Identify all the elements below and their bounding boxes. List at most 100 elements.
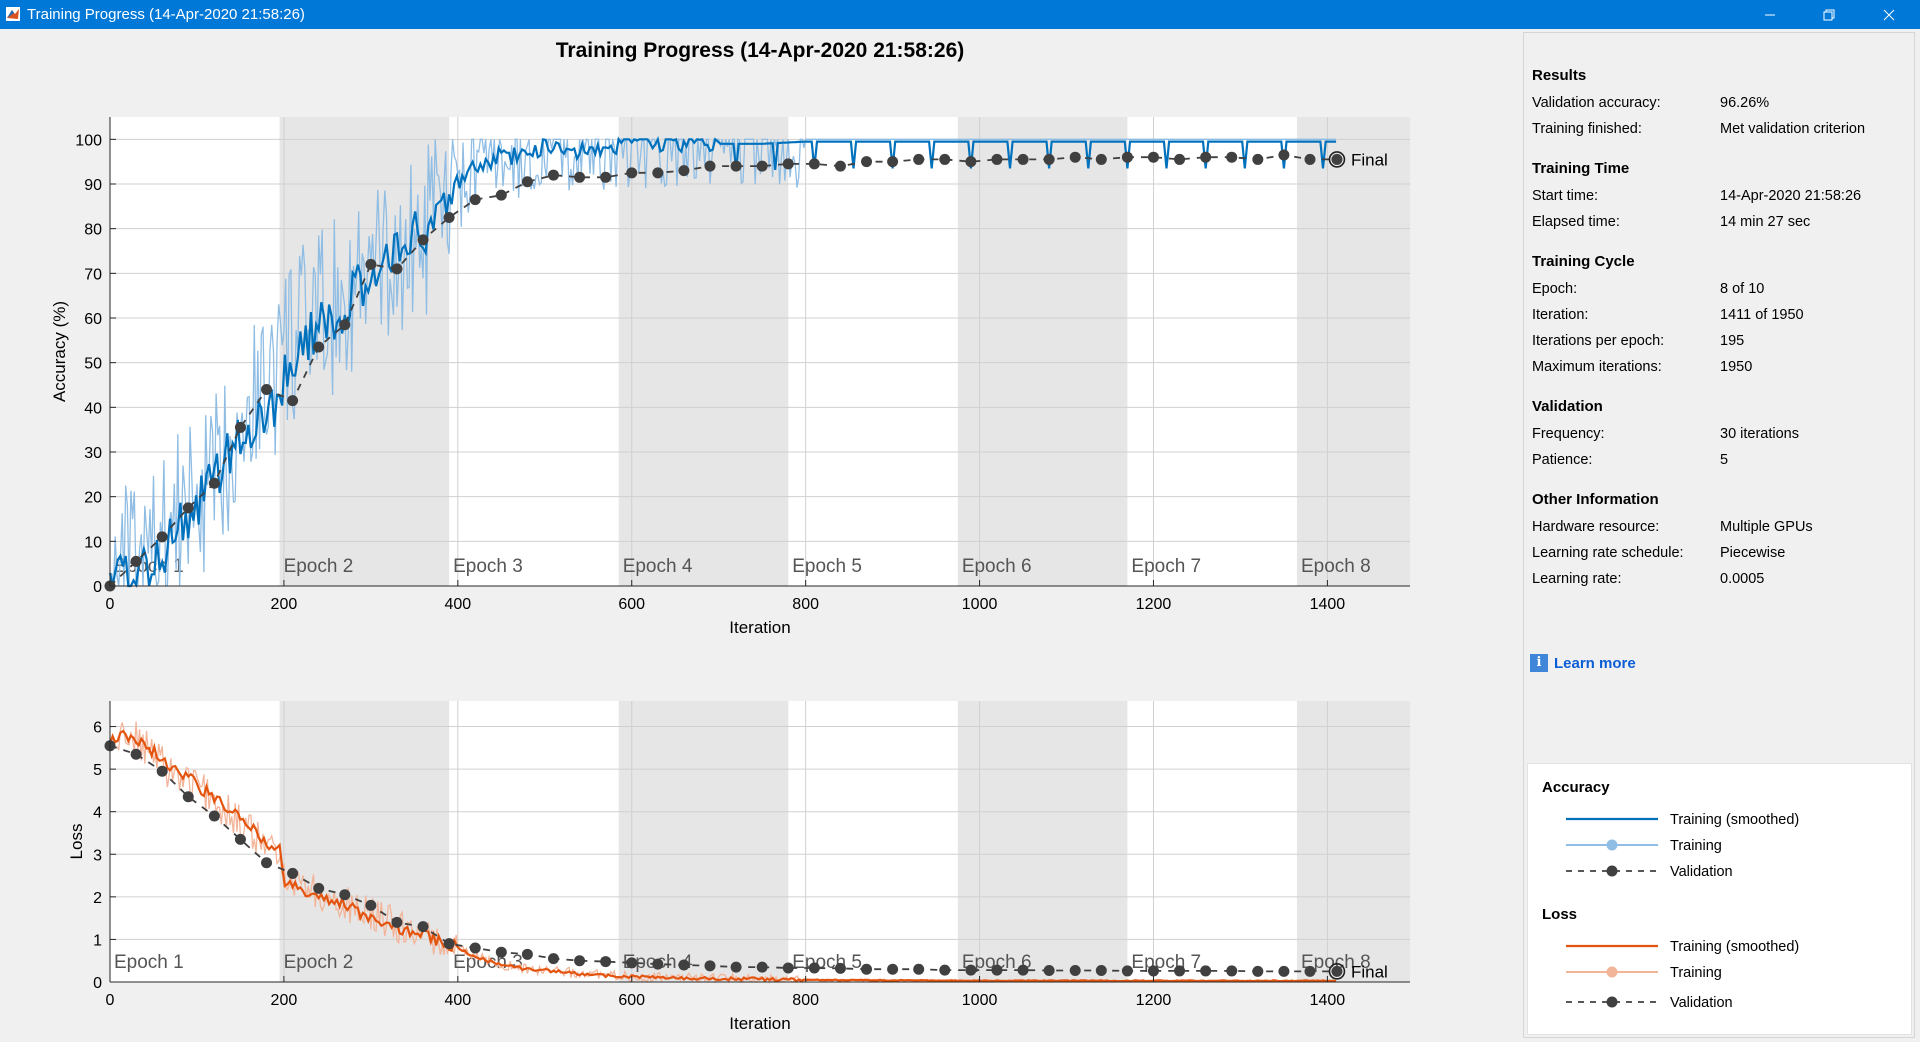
legend-item-label: Validation	[1670, 995, 1733, 1011]
validation-point	[443, 938, 455, 950]
validation-point	[965, 964, 977, 976]
close-icon	[1883, 9, 1895, 20]
info-label: Maximum iterations:	[1532, 359, 1662, 375]
legend-marker	[1606, 996, 1618, 1008]
validation-point	[913, 153, 925, 165]
info-value: 0.0005	[1720, 571, 1765, 587]
legend-item-label: Training	[1670, 838, 1722, 854]
final-marker	[1328, 963, 1346, 980]
info-row: Elapsed time: 14 min 27 sec	[1532, 209, 1912, 235]
legend-svg: Accuracy Training (smoothed) Training Valid…	[1542, 779, 1799, 1011]
info-label: Start time:	[1532, 188, 1599, 204]
info-label: Iterations per epoch:	[1532, 333, 1665, 349]
epoch-band	[1296, 117, 1410, 586]
validation-point	[234, 421, 246, 433]
validation-point	[261, 857, 273, 869]
validation-point	[1174, 153, 1186, 165]
section-title: Other Information	[1532, 491, 1659, 508]
y-tick-label: 6	[93, 720, 102, 737]
validation-point	[1043, 965, 1055, 977]
y-tick-label: 3	[93, 847, 102, 864]
validation-point	[626, 957, 638, 969]
x-tick-label: 600	[618, 596, 645, 613]
info-value: 96.26%	[1720, 95, 1770, 111]
validation-point	[208, 810, 220, 822]
epoch-band	[618, 117, 789, 586]
info-label: Learning rate schedule:	[1532, 545, 1684, 561]
validation-point	[521, 948, 533, 960]
validation-point	[1304, 965, 1316, 977]
epoch-band	[957, 701, 1128, 982]
validation-point	[156, 531, 168, 543]
validation-point	[1095, 153, 1107, 165]
validation-point	[1147, 965, 1159, 977]
minimize-button[interactable]	[1747, 0, 1793, 29]
validation-point	[1017, 153, 1029, 165]
info-value: 14 min 27 sec	[1720, 214, 1811, 230]
legend-group-title: Loss	[1542, 906, 1577, 923]
validation-point	[261, 383, 273, 395]
epoch-label: Epoch 2	[284, 556, 354, 577]
validation-point	[939, 964, 951, 976]
x-tick-label: 200	[271, 992, 298, 1009]
validation-point	[1331, 153, 1343, 165]
x-tick-label: 0	[106, 992, 115, 1009]
learn-more-link[interactable]: i Learn more	[1530, 654, 1636, 672]
epoch-label: Epoch 7	[1131, 952, 1201, 973]
info-row: Learning rate: 0.0005	[1532, 566, 1912, 592]
legend-box: Accuracy Training (smoothed) Training Valid…	[1527, 763, 1912, 1035]
restore-button[interactable]	[1806, 0, 1852, 29]
validation-point	[704, 160, 716, 172]
validation-point	[130, 748, 142, 760]
final-label: Final	[1351, 962, 1388, 981]
legend-group-title: Accuracy	[1542, 779, 1610, 796]
validation-point	[887, 156, 899, 168]
validation-point	[547, 169, 559, 181]
validation-point	[234, 833, 246, 845]
legend-marker	[1606, 966, 1618, 978]
validation-point	[495, 946, 507, 958]
info-value: Met validation criterion	[1720, 121, 1866, 137]
epoch-label: Epoch 5	[792, 556, 862, 577]
validation-point	[913, 963, 925, 975]
x-tick-label: 400	[444, 596, 471, 613]
info-icon: i	[1530, 654, 1548, 672]
window-titlebar: Training Progress (14-Apr-2020 21:58:26)	[0, 0, 1920, 29]
y-tick-label: 80	[84, 222, 102, 239]
epoch-band	[279, 117, 450, 586]
close-button[interactable]	[1866, 0, 1912, 29]
validation-point	[365, 258, 377, 270]
validation-point	[678, 165, 690, 177]
epoch-label: Epoch 4	[623, 556, 693, 577]
validation-point	[1278, 149, 1290, 161]
plots-area: Training Progress (14-Apr-2020 21:58:26)…	[0, 29, 1522, 1042]
validation-point	[1069, 965, 1081, 977]
validation-point	[1017, 964, 1029, 976]
validation-point	[991, 964, 1003, 976]
validation-point	[1200, 151, 1212, 163]
epoch-label: Epoch 8	[1301, 952, 1371, 973]
legend-marker	[1606, 865, 1618, 877]
info-value: 195	[1720, 333, 1745, 349]
validation-point	[1043, 153, 1055, 165]
validation-point	[861, 963, 873, 975]
x-tick-label: 200	[271, 596, 298, 613]
training-smoothed-series	[108, 729, 1337, 983]
section-title: Training Time	[1532, 160, 1630, 177]
validation-point	[182, 791, 194, 803]
y-tick-label: 0	[93, 579, 102, 596]
legend-item-label: Training (smoothed)	[1670, 939, 1799, 955]
validation-point	[156, 765, 168, 777]
y-tick-label: 10	[84, 534, 102, 551]
validation-point	[391, 916, 403, 928]
y-tick-label: 2	[93, 890, 102, 907]
epoch-label: Epoch 2	[284, 952, 354, 973]
section-title: Training Cycle	[1532, 253, 1635, 270]
y-tick-label: 5	[93, 762, 102, 779]
validation-point	[365, 899, 377, 911]
validation-point	[965, 156, 977, 168]
info-row: Hardware resource: Multiple GPUs	[1532, 514, 1912, 540]
epoch-label: Epoch 6	[962, 556, 1032, 577]
y-tick-label: 30	[84, 445, 102, 462]
y-tick-label: 90	[84, 177, 102, 194]
